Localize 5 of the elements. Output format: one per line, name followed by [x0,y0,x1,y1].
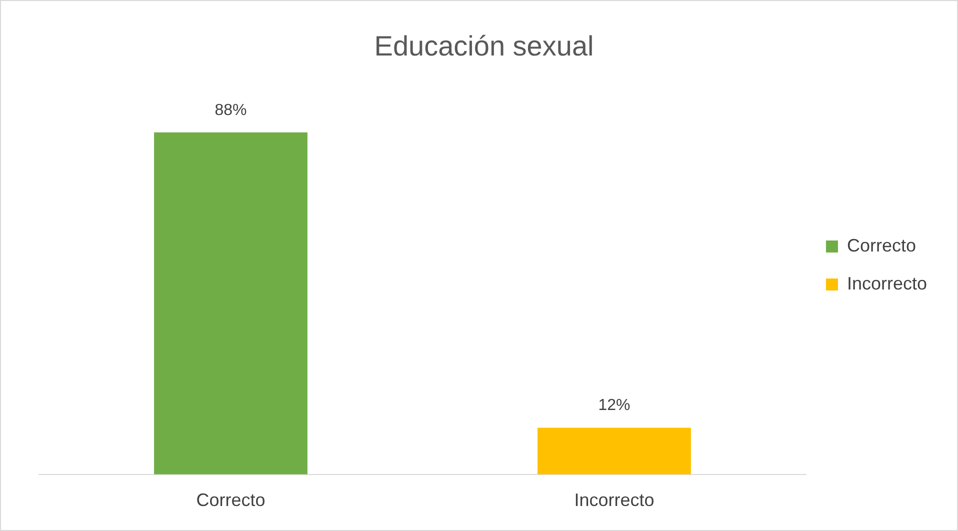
legend-label: Correcto [846,235,916,256]
data-label: 88% [214,102,247,119]
data-label: 12% [598,397,630,414]
chart-title: Educación sexual [374,30,594,62]
legend-label: Incorrecto [846,273,928,294]
